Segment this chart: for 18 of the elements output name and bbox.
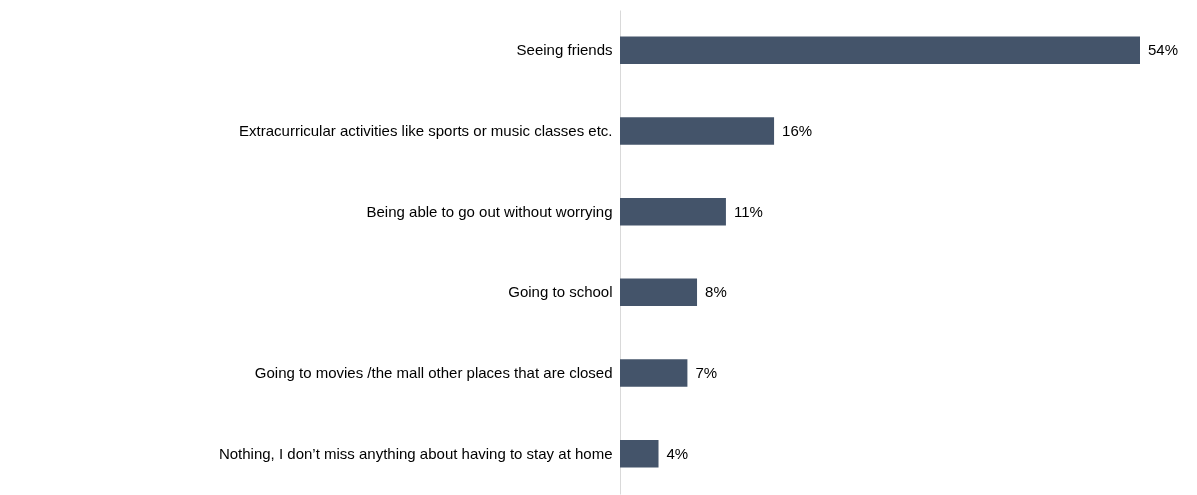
bar	[620, 278, 698, 307]
bar	[620, 117, 775, 145]
data-label: 16%	[782, 122, 813, 139]
y-tick-label: Nothing, I don’t miss anything about having to stay at home	[218, 444, 613, 462]
y-tick-label: Going to movies /the mall other places that are closed	[254, 364, 613, 381]
bar	[620, 359, 688, 387]
y-tick-label: Going to school	[508, 283, 613, 301]
bar	[620, 439, 659, 468]
y-tick-label: Being able to go out without worrying	[366, 202, 613, 220]
data-label: 7%	[695, 364, 718, 381]
data-label: 11%	[733, 202, 763, 220]
data-label: 4%	[666, 444, 689, 462]
data-label: 54%	[1148, 41, 1179, 59]
data-label: 8%	[705, 283, 727, 301]
bar	[620, 197, 726, 226]
bar	[620, 36, 1140, 65]
y-tick-label: Seeing friends	[516, 41, 613, 59]
y-tick-label: Extracurricular activities like sports or music classes etc.	[239, 122, 613, 139]
